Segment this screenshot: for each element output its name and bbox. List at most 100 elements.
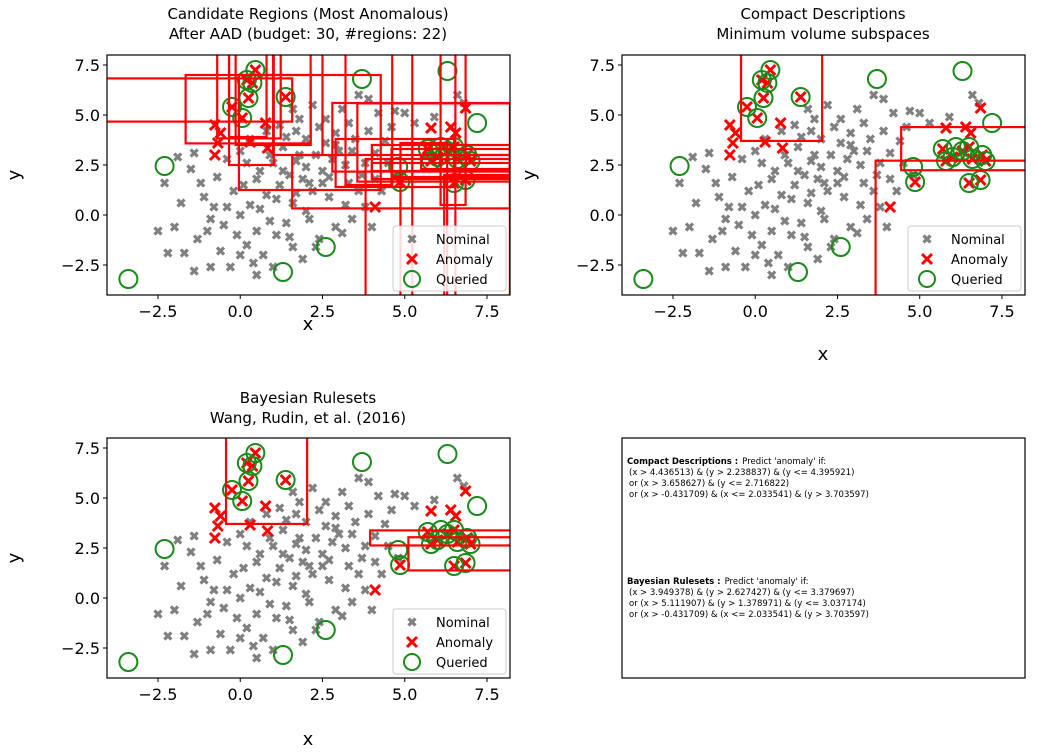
y-tick-label: −2.5 [61,639,100,658]
nominal-point [776,126,787,136]
nominal-point [281,601,291,611]
nominal-point [839,192,849,202]
region-box [364,157,510,295]
nominal-point [284,232,295,242]
nominal-point [862,214,872,224]
nominal-point [885,148,895,158]
nominal-point [307,569,318,579]
nominal-point [252,609,262,619]
queried-point [905,172,926,192]
nominal-point [793,166,803,176]
nominal-point [222,537,232,547]
queried-point [232,491,253,511]
anomaly-point [236,494,249,508]
queried-point [866,69,887,89]
nominal-point [265,216,275,226]
nominal-point [855,200,866,210]
queried-point [242,456,263,476]
nominal-point [767,270,777,280]
nominal-point [337,228,347,238]
nominal-point [367,605,377,615]
nominal-point [205,262,216,272]
nominal-point [261,509,272,519]
nominal-point [347,529,357,539]
nominal-point [773,250,783,260]
rules-text-panel: Compact Descriptions : Predict 'anomaly' … [621,437,1026,679]
anomaly-point [424,504,438,518]
nominal-point [360,585,370,595]
nominal-point [783,158,793,168]
queried-point [830,237,851,257]
nominal-point [340,583,351,593]
anomaly-point [208,148,221,162]
nominal-point [219,220,229,230]
queried-point [959,173,980,193]
nominal-point [159,178,170,188]
nominal-point [304,214,314,224]
plot-subtitle: After AAD (budget: 30, #regions: 22) [169,25,447,43]
nominal-point [357,553,367,563]
nominal-point [304,597,314,607]
nominal-point [888,108,899,118]
compact-heading: Compact Descriptions : [627,457,738,467]
bayesian-rule-line: or (x > 5.111907) & (y > 1.378971) & (y … [629,599,866,609]
nominal-point [314,234,324,244]
nominal-point [321,521,331,531]
nominal-point [255,166,265,176]
queried-point [351,452,372,472]
nominal-point [688,152,698,162]
region-box [399,141,449,295]
region-box [107,77,294,123]
nominal-point [153,609,163,619]
nominal-point [337,611,347,621]
nominal-point [278,166,288,176]
nominal-point [186,164,196,174]
nominal-point [770,204,780,214]
x-axis-label: x [818,344,829,365]
x-tick-label: 7.5 [474,302,499,321]
anomaly-point [449,509,462,523]
queried-point [757,73,778,93]
plot-title: Bayesian Rulesets [240,389,377,407]
nominal-point [298,637,308,647]
region-box [407,536,510,572]
nominal-point [242,541,252,551]
nominal-point [331,523,341,533]
queried-point [455,553,476,573]
compact-rule-line: (x > 4.436513) & (y > 2.238837) & (y <= … [629,468,854,478]
nominal-point [229,569,239,579]
queried-point [467,496,488,516]
nominal-point [836,138,846,148]
nominal-point [252,653,262,663]
x-tick-label: 5.0 [392,685,417,704]
anomaly-marker-icon [405,635,419,649]
x-tick-label: 0.0 [743,302,768,321]
y-tick-label: 5.0 [75,489,100,508]
region-box [900,125,1025,172]
anomaly-point [726,136,739,150]
nominal-point [317,561,328,571]
y-tick-label: 7.5 [75,56,100,75]
anomaly-point [729,126,742,140]
nominal-point [186,547,196,557]
anomaly-point [424,121,438,135]
nominal-point [674,178,685,188]
queried-point [222,97,243,117]
anomaly-marker-icon [405,252,419,266]
x-tick-label: 2.5 [310,685,335,704]
queried-point [273,645,294,665]
nominal-point [720,262,731,272]
anomaly-point [794,90,807,104]
x-tick-label: −2.5 [139,302,178,321]
nominal-point [196,561,206,571]
y-axis-label: y [4,169,25,180]
queried-point [633,269,654,289]
nominal-point [400,491,410,501]
nominal-point [852,104,862,114]
nominal-point [862,146,872,156]
nominal-marker-icon [407,234,417,244]
nominal-point [271,194,282,204]
nominal-point [855,160,866,170]
nominal-point [806,126,816,136]
axes-frame [106,437,511,679]
